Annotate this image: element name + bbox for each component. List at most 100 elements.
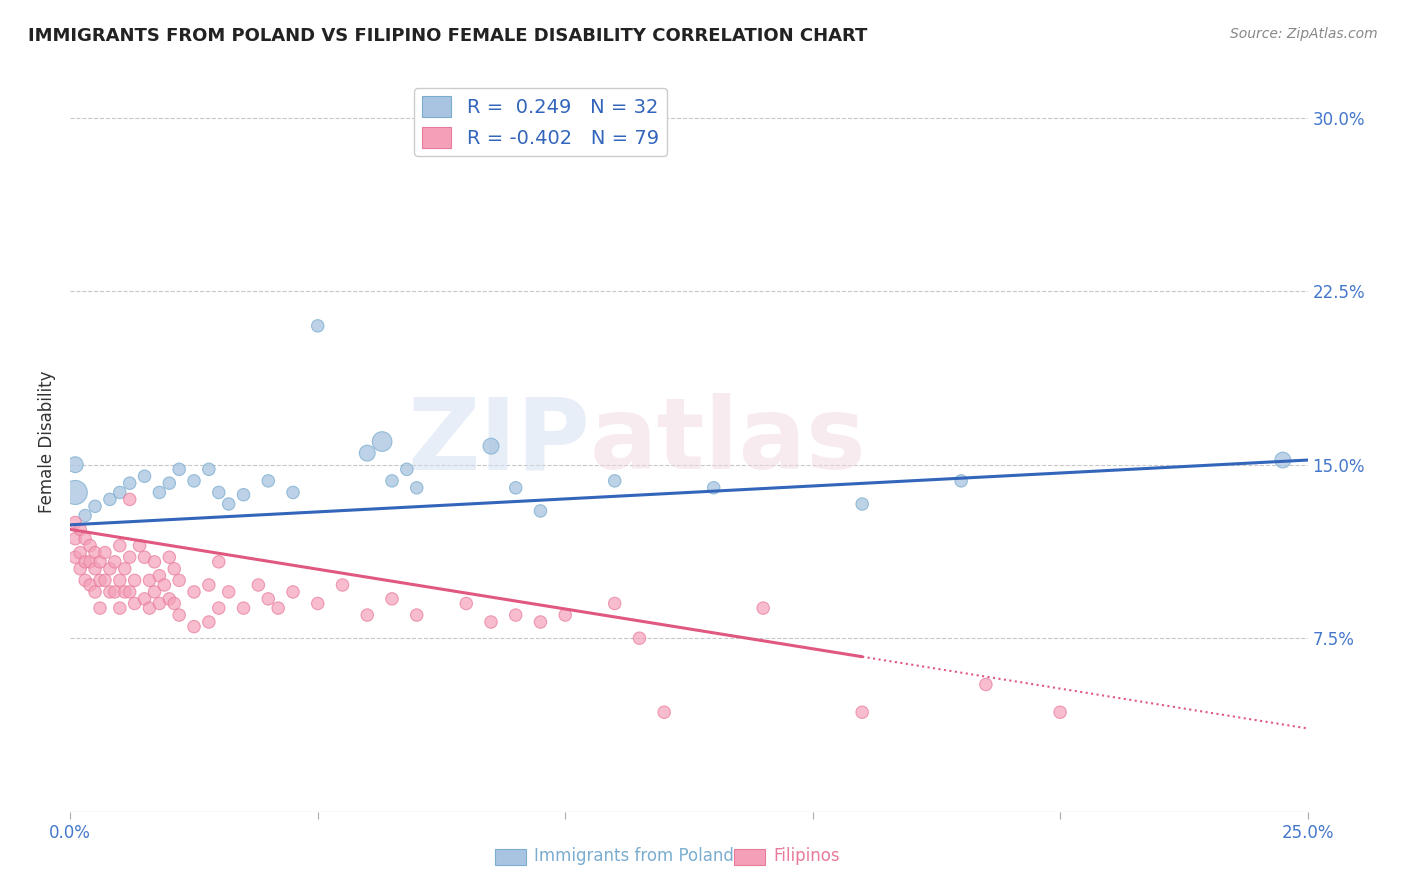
Point — [128, 539, 150, 553]
Point — [84, 500, 107, 514]
Point — [65, 458, 87, 472]
Point — [84, 562, 107, 576]
Point — [332, 578, 354, 592]
Point — [65, 532, 87, 546]
Point — [167, 608, 190, 623]
Point — [281, 585, 304, 599]
Text: Filipinos: Filipinos — [773, 847, 839, 865]
Point — [124, 597, 146, 611]
Point — [157, 591, 180, 606]
Point — [703, 481, 725, 495]
Point — [381, 474, 404, 488]
Point — [69, 523, 91, 537]
Point — [98, 492, 121, 507]
Point — [529, 615, 551, 629]
Point — [974, 677, 997, 691]
Point — [218, 497, 240, 511]
Point — [167, 574, 190, 588]
Point — [307, 318, 329, 333]
Point — [143, 555, 166, 569]
Point — [94, 545, 117, 560]
Point — [950, 474, 973, 488]
Legend: R =  0.249   N = 32, R = -0.402   N = 79: R = 0.249 N = 32, R = -0.402 N = 79 — [415, 88, 666, 156]
Point — [479, 615, 502, 629]
Point — [183, 585, 205, 599]
Point — [652, 705, 675, 719]
Point — [148, 485, 170, 500]
Point — [529, 504, 551, 518]
Point — [257, 474, 280, 488]
Point — [554, 608, 576, 623]
Point — [198, 615, 221, 629]
Point — [505, 481, 527, 495]
Point — [79, 539, 101, 553]
Point — [118, 492, 141, 507]
Point — [198, 578, 221, 592]
Point — [208, 485, 231, 500]
Point — [65, 485, 87, 500]
Point — [208, 601, 231, 615]
Point — [356, 608, 378, 623]
Point — [247, 578, 270, 592]
Point — [148, 568, 170, 582]
FancyBboxPatch shape — [734, 849, 765, 865]
Text: ZIP: ZIP — [408, 393, 591, 490]
Point — [456, 597, 478, 611]
Point — [198, 462, 221, 476]
Point — [218, 585, 240, 599]
Point — [267, 601, 290, 615]
Point — [118, 585, 141, 599]
Point — [75, 555, 97, 569]
Point — [114, 585, 136, 599]
Point — [108, 485, 131, 500]
Point — [134, 550, 156, 565]
Point — [89, 601, 111, 615]
Point — [108, 574, 131, 588]
Point — [752, 601, 775, 615]
Point — [381, 591, 404, 606]
Point — [395, 462, 418, 476]
Point — [69, 545, 91, 560]
Point — [157, 550, 180, 565]
Point — [1271, 453, 1294, 467]
Point — [505, 608, 527, 623]
Point — [138, 574, 160, 588]
Point — [79, 555, 101, 569]
Point — [69, 562, 91, 576]
Point — [79, 578, 101, 592]
Point — [232, 601, 254, 615]
Point — [1049, 705, 1071, 719]
Point — [104, 585, 127, 599]
Point — [163, 597, 186, 611]
Point — [356, 446, 378, 460]
Point — [75, 532, 97, 546]
Point — [257, 591, 280, 606]
Point — [232, 488, 254, 502]
Point — [114, 562, 136, 576]
Point — [208, 555, 231, 569]
Point — [851, 705, 873, 719]
Point — [124, 574, 146, 588]
Point — [479, 439, 502, 453]
Y-axis label: Female Disability: Female Disability — [38, 370, 56, 513]
Point — [371, 434, 394, 449]
Point — [89, 555, 111, 569]
Point — [167, 462, 190, 476]
Point — [851, 497, 873, 511]
Text: Source: ZipAtlas.com: Source: ZipAtlas.com — [1230, 27, 1378, 41]
Point — [138, 601, 160, 615]
Point — [628, 631, 651, 645]
Point — [134, 591, 156, 606]
Point — [157, 476, 180, 491]
Point — [94, 574, 117, 588]
Point — [108, 539, 131, 553]
Text: Immigrants from Poland: Immigrants from Poland — [534, 847, 734, 865]
Point — [104, 555, 127, 569]
Point — [84, 545, 107, 560]
Point — [75, 574, 97, 588]
Point — [603, 474, 626, 488]
Point — [118, 550, 141, 565]
Text: atlas: atlas — [591, 393, 866, 490]
Point — [603, 597, 626, 611]
Point — [98, 585, 121, 599]
